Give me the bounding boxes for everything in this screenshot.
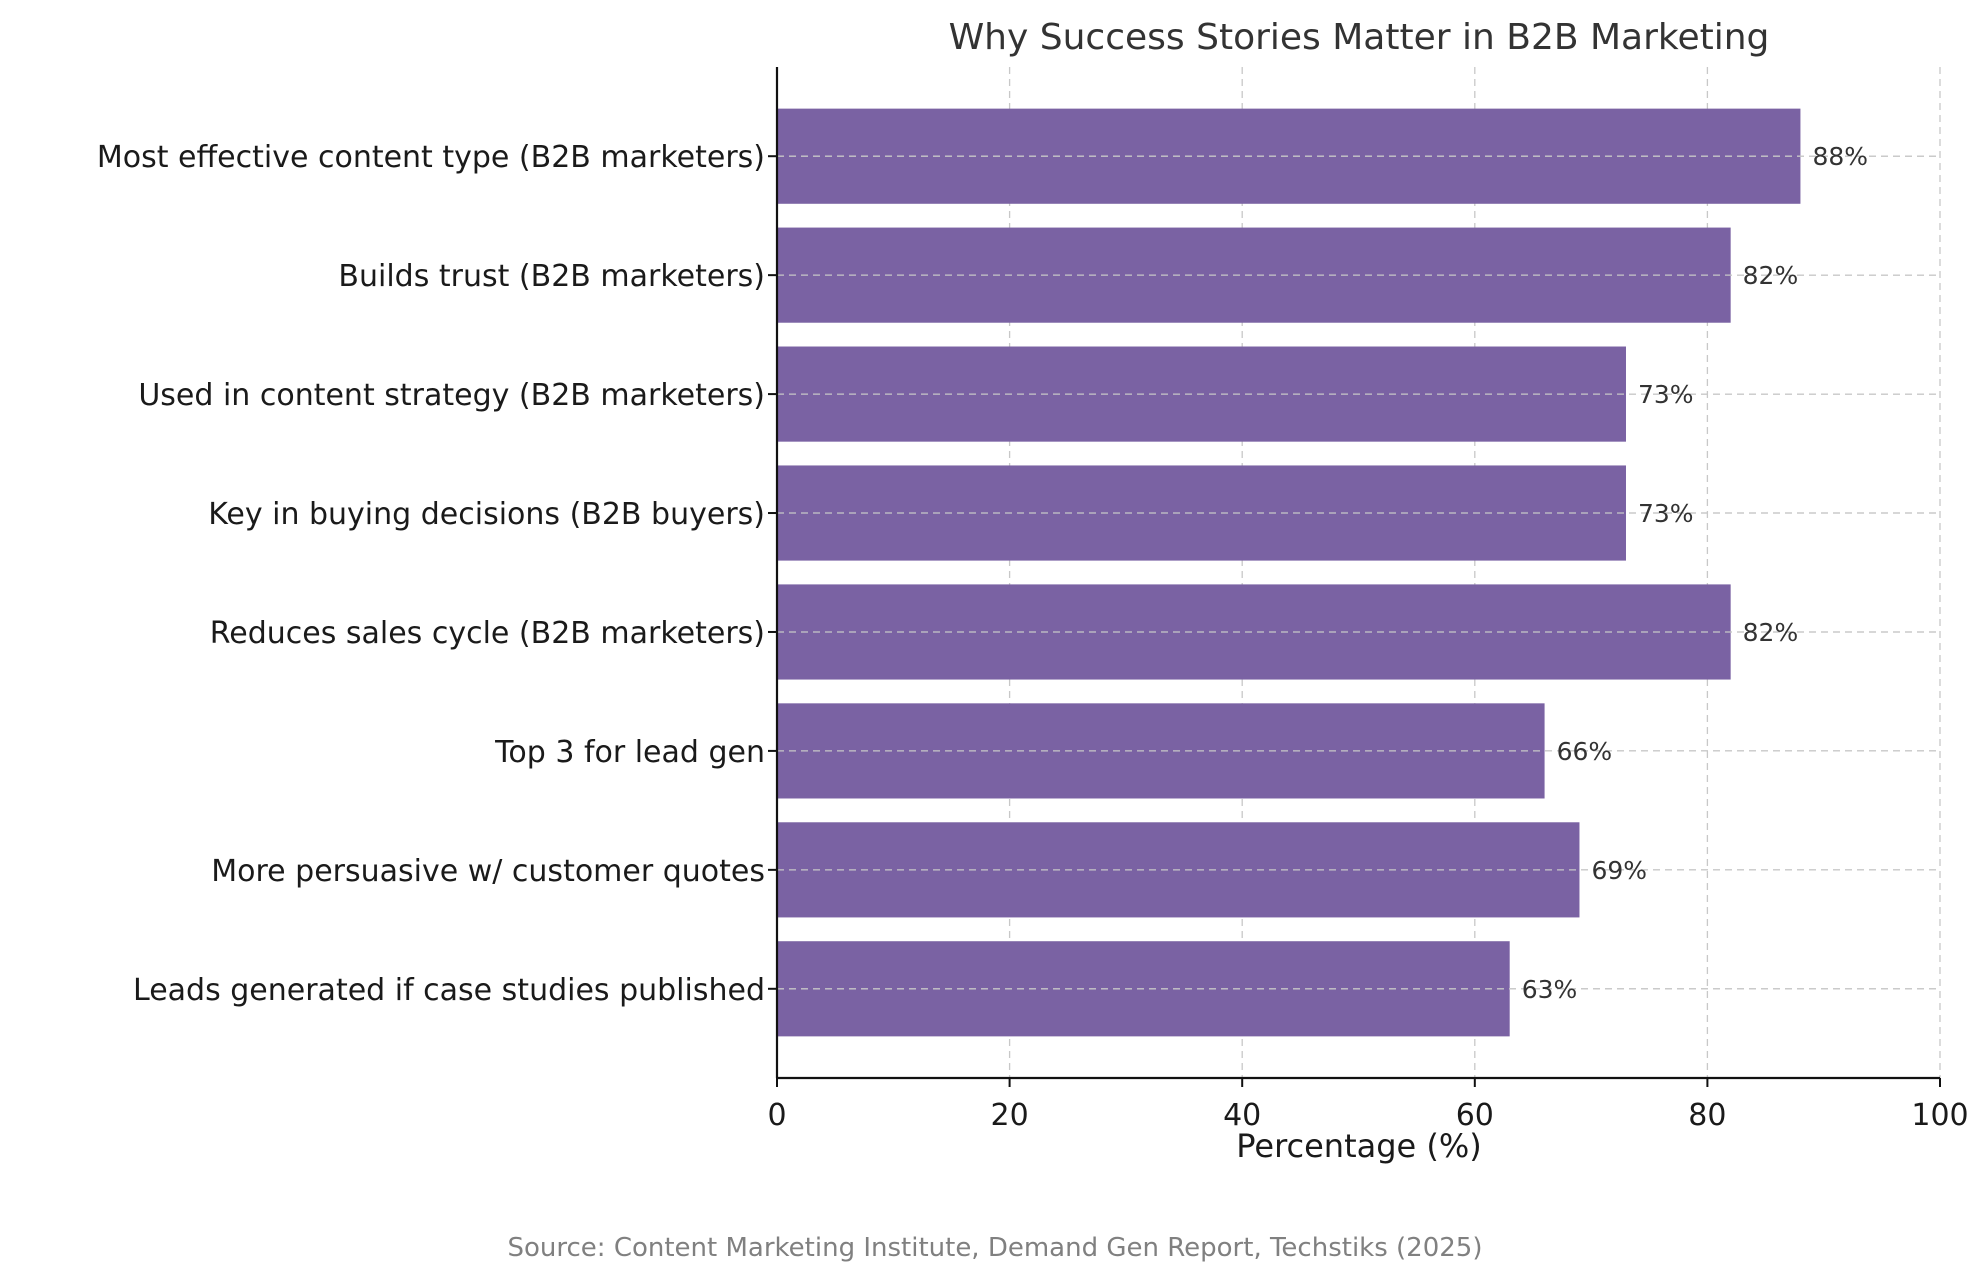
category-label: Key in buying decisions (B2B buyers) <box>208 497 765 532</box>
axes: 0 20 40 60 80 100 <box>767 67 1969 1133</box>
value-label: 73% <box>1638 380 1694 409</box>
value-label: 88% <box>1812 142 1868 171</box>
category-label: More persuasive w/ customer quotes <box>211 854 765 889</box>
source-note: Source: Content Marketing Institute, Dem… <box>508 1233 1483 1263</box>
x-tick-label: 60 <box>1456 1098 1494 1133</box>
value-label: 82% <box>1743 261 1799 290</box>
chart-title: Why Success Stories Matter in B2B Market… <box>949 17 1770 58</box>
data-labels: 88% 82% 73% 73% 82% 66% 69% 63% <box>1522 142 1868 1004</box>
category-label: Builds trust (B2B marketers) <box>338 259 765 294</box>
x-axis-label: Percentage (%) <box>1236 1127 1482 1165</box>
category-label: Most effective content type (B2B markete… <box>97 140 765 175</box>
x-tick-label: 20 <box>991 1098 1029 1133</box>
category-label: Leads generated if case studies publishe… <box>133 973 765 1008</box>
value-label: 73% <box>1638 499 1694 528</box>
value-label: 63% <box>1522 975 1578 1004</box>
category-label: Reduces sales cycle (B2B marketers) <box>210 616 765 651</box>
category-label: Top 3 for lead gen <box>494 735 765 770</box>
x-tick-label: 40 <box>1223 1098 1261 1133</box>
x-tick-label: 100 <box>1911 1098 1968 1133</box>
bars <box>777 108 1801 1037</box>
value-label: 82% <box>1743 618 1799 647</box>
value-label: 66% <box>1557 737 1613 766</box>
category-label: Used in content strategy (B2B marketers) <box>138 378 765 413</box>
category-labels: Most effective content type (B2B markete… <box>97 140 765 1008</box>
value-label: 69% <box>1591 856 1647 885</box>
grid <box>777 67 1941 1078</box>
x-tick-label: 0 <box>767 1098 786 1133</box>
x-tick-label: 80 <box>1688 1098 1726 1133</box>
